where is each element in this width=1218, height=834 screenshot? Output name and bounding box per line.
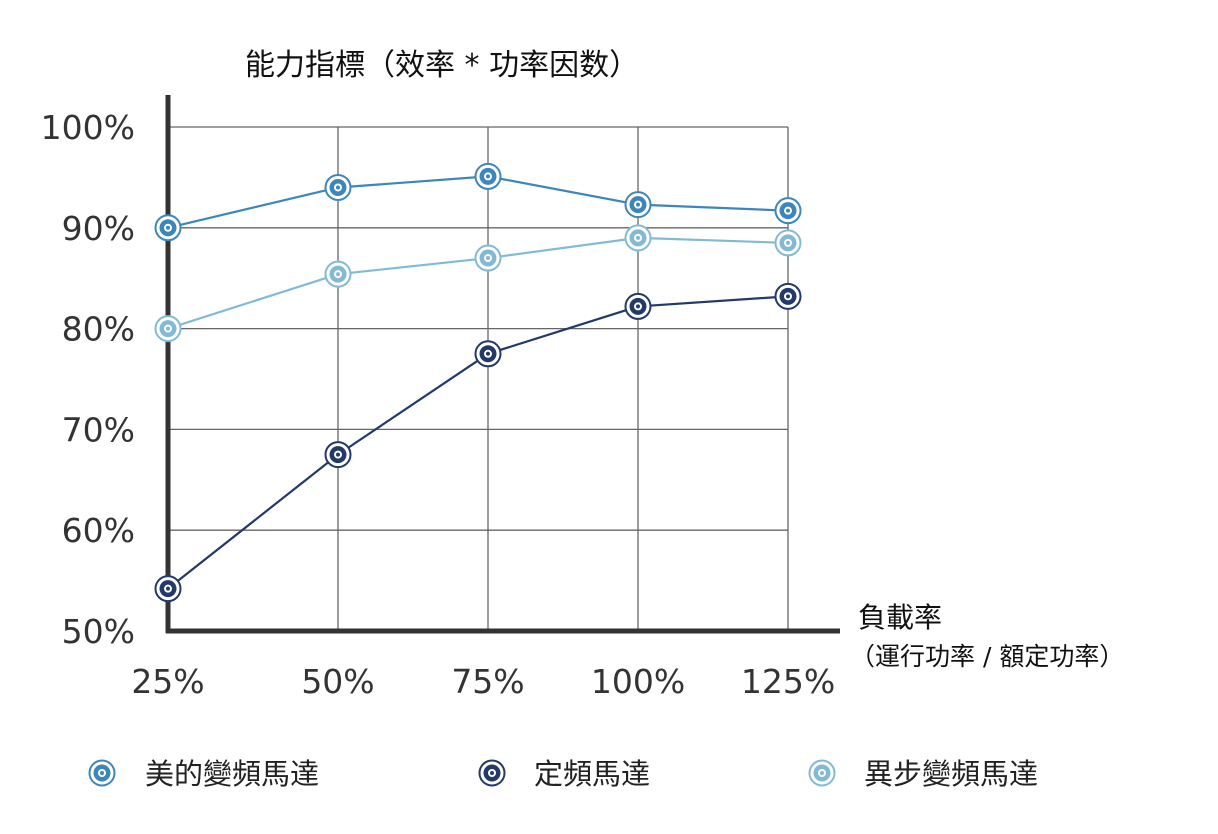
x-tick-label: 75% [451,662,524,701]
series-line [167,295,789,590]
y-tick-label: 50% [62,612,135,651]
data-point [774,197,802,225]
legend-label: 美的變頻馬達 [145,757,319,791]
x-axis-sublabel: （運行功率 / 額定功率） [850,642,1124,671]
data-point [774,282,802,310]
x-tick-label: 25% [131,662,204,701]
legend-marker [478,759,506,787]
x-tick-label: 100% [591,662,685,701]
data-point [154,575,182,603]
legend-label: 定頻馬達 [534,757,650,791]
axes [165,95,840,634]
data-point [154,315,182,343]
y-tick-label: 60% [62,511,135,550]
legend-item: 美的變頻馬達 [88,757,319,791]
series-2 [154,282,802,603]
y-tick-label: 80% [62,310,135,349]
legend: 美的變頻馬達 定頻馬達 異步變頻馬達 [88,757,1038,791]
y-tick-labels: 50% 60% 70% 80% 90% 100% [41,108,135,651]
legend-marker [88,759,116,787]
chart-title: 能力指標（效率 * 功率因数） [245,48,639,83]
data-point [774,229,802,257]
y-tick-label: 100% [41,108,135,147]
data-point [474,244,502,272]
data-point [624,224,652,252]
legend-item: 定頻馬達 [478,757,650,791]
data-point [324,260,352,288]
x-tick-labels: 25% 50% 75% 100% 125% [131,662,835,701]
x-axis-label: 負載率 [858,601,942,634]
data-point [324,173,352,201]
y-tick-label: 90% [62,209,135,248]
data-point [324,441,352,469]
legend-item: 異步變頻馬達 [808,757,1038,791]
y-tick-label: 70% [62,410,135,449]
legend-label: 異步變頻馬達 [864,757,1038,791]
grid-lines [168,126,789,631]
data-point [624,191,652,219]
series-1 [154,162,802,242]
data-point [154,214,182,242]
x-tick-label: 125% [741,662,835,701]
data-point [474,162,502,190]
data-point [624,292,652,320]
x-tick-label: 50% [301,662,374,701]
legend-marker [808,759,836,787]
data-point [474,340,502,368]
series-layer [154,162,802,603]
series-3 [154,224,802,343]
